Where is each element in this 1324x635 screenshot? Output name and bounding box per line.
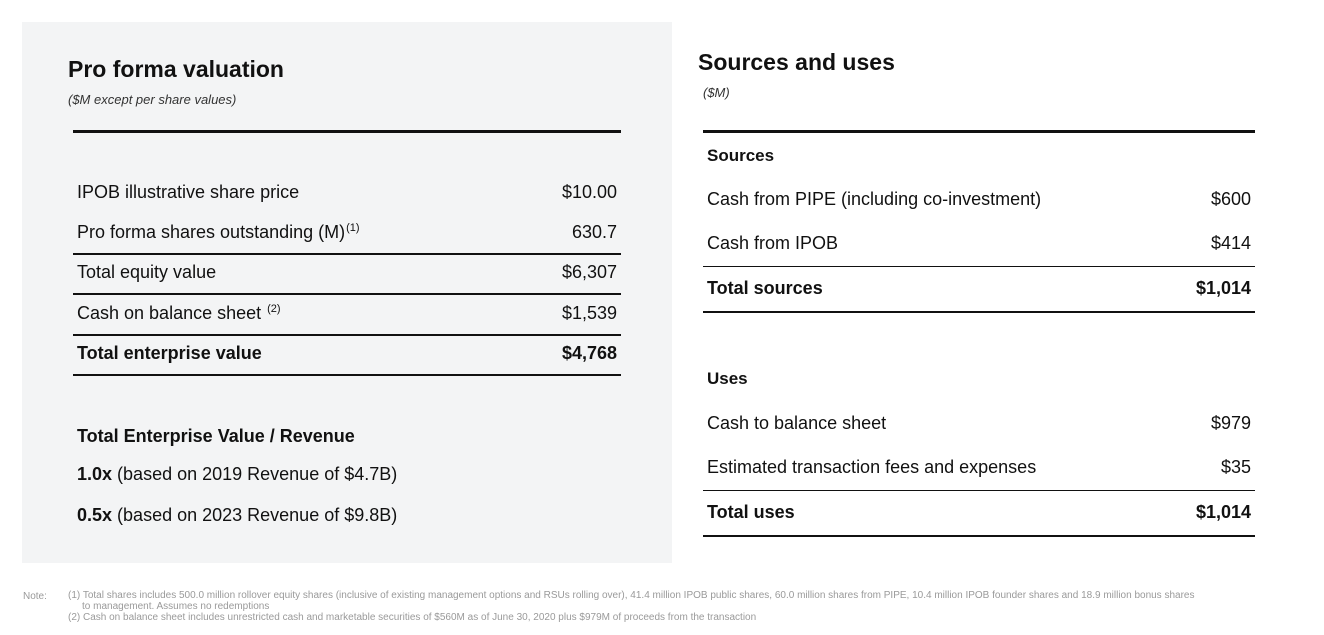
sources-bottom-rule <box>703 311 1255 313</box>
multiple-line-2019: 1.0x (based on 2019 Revenue of $4.7B) <box>77 464 397 485</box>
multiple-value: 0.5x <box>77 505 113 525</box>
row-label-wrap: Cash on balance sheet (2) <box>77 303 281 324</box>
row-label: Cash on balance sheet <box>77 303 267 323</box>
sources-row-ipob: Cash from IPOB $414 <box>707 233 1251 254</box>
row-label: Estimated transaction fees and expenses <box>707 457 1037 477</box>
uses-row-balance-sheet: Cash to balance sheet $979 <box>707 413 1251 434</box>
row-value: $979 <box>1210 413 1251 433</box>
note-line-1: (1) Total shares includes 500.0 million … <box>68 590 1195 601</box>
multiple-value: 1.0x <box>77 464 113 484</box>
valuation-panel <box>22 22 672 563</box>
row-value: $35 <box>1220 457 1251 477</box>
valuation-row-shares-outstanding: Pro forma shares outstanding (M)(1) 630.… <box>77 222 617 243</box>
uses-label: Uses <box>707 369 748 388</box>
note-line-3: (2) Cash on balance sheet includes unres… <box>68 612 757 623</box>
footnote-marker: (2) <box>267 303 281 315</box>
note-label: Note: <box>23 591 47 602</box>
row-label: Cash from PIPE (including co-investment) <box>707 189 1042 209</box>
row-label-wrap: Pro forma shares outstanding (M)(1) <box>77 222 360 243</box>
row-value: $1,014 <box>1195 502 1251 522</box>
row-value: $10.00 <box>561 182 617 202</box>
sources-top-rule <box>703 130 1255 133</box>
row-value: $414 <box>1210 233 1251 253</box>
valuation-row-share-price: IPOB illustrative share price $10.00 <box>77 182 617 203</box>
sources-label: Sources <box>707 146 775 165</box>
row-label: Total equity value <box>77 262 217 282</box>
row-value: 630.7 <box>571 222 617 242</box>
row-label: Total enterprise value <box>77 343 262 363</box>
valuation-bottom-rule <box>73 374 621 376</box>
row-value: $600 <box>1210 189 1251 209</box>
row-label: Total uses <box>707 502 795 522</box>
valuation-row-equity-value: Total equity value $6,307 <box>77 262 617 283</box>
sources-uses-subtitle: ($M) <box>703 85 730 100</box>
valuation-title: Pro forma valuation <box>68 56 284 82</box>
row-value: $1,014 <box>1195 278 1251 298</box>
sources-row-pipe: Cash from PIPE (including co-investment)… <box>707 189 1251 210</box>
note-line-2: to management. Assumes no redemptions <box>82 601 270 612</box>
row-label: Pro forma shares outstanding (M) <box>77 222 346 242</box>
divider <box>73 253 621 255</box>
total-uses-row: Total uses $1,014 <box>707 502 1251 523</box>
uses-row-fees: Estimated transaction fees and expenses … <box>707 457 1251 478</box>
multiple-line-2023: 0.5x (based on 2023 Revenue of $9.8B) <box>77 505 397 526</box>
row-label: IPOB illustrative share price <box>77 182 300 202</box>
sources-uses-title: Sources and uses <box>698 49 895 75</box>
row-value: $6,307 <box>561 262 617 282</box>
footnote-marker: (1) <box>346 222 360 234</box>
total-sources-row: Total sources $1,014 <box>707 278 1251 299</box>
multiple-heading: Total Enterprise Value / Revenue <box>77 426 355 446</box>
row-value: $1,539 <box>561 303 617 323</box>
divider <box>703 266 1255 267</box>
multiple-text: (based on 2023 Revenue of $9.8B) <box>112 505 398 525</box>
divider <box>703 490 1255 491</box>
multiple-text: (based on 2019 Revenue of $4.7B) <box>112 464 398 484</box>
row-value: $4,768 <box>561 343 617 363</box>
row-label: Cash from IPOB <box>707 233 839 253</box>
valuation-row-cash: Cash on balance sheet (2) $1,539 <box>77 303 617 324</box>
valuation-subtitle: ($M except per share values) <box>68 92 237 107</box>
row-label: Total sources <box>707 278 823 298</box>
uses-bottom-rule <box>703 535 1255 537</box>
row-label: Cash to balance sheet <box>707 413 887 433</box>
divider <box>73 293 621 295</box>
divider <box>73 334 621 336</box>
valuation-row-enterprise-value: Total enterprise value $4,768 <box>77 343 617 364</box>
valuation-top-rule <box>73 130 621 133</box>
